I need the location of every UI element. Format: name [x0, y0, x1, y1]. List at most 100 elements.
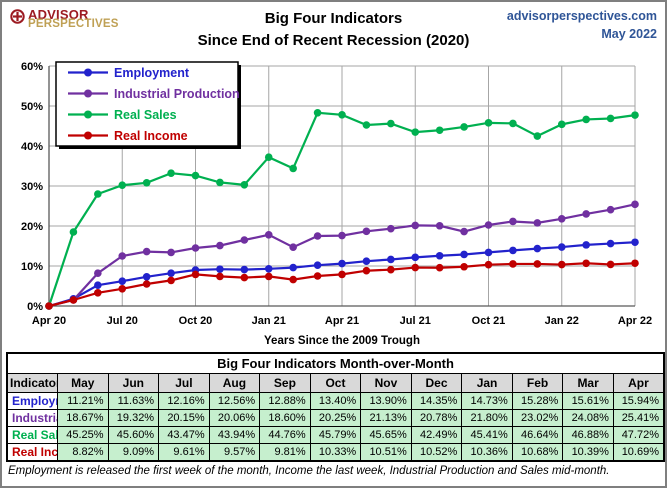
- data-point: [484, 248, 493, 257]
- value-cell: 23.02%: [511, 409, 564, 427]
- value-cell: 10.39%: [562, 443, 614, 462]
- data-point: [509, 260, 517, 268]
- value-cell: 14.35%: [410, 392, 463, 410]
- column-header-jan: Jan: [461, 373, 513, 393]
- data-point: [142, 179, 151, 187]
- data-point: [94, 281, 102, 289]
- x-tick-label: Apr 21: [325, 315, 359, 327]
- data-point: [240, 181, 249, 189]
- data-point: [216, 178, 224, 187]
- table-row: Real Sales45.25%45.60%43.47%43.94%44.76%…: [6, 426, 665, 444]
- data-point: [94, 289, 102, 297]
- column-header-mar: Mar: [562, 373, 614, 393]
- data-point: [411, 221, 420, 230]
- legend-label-real-sales: Real Sales: [114, 108, 177, 122]
- data-point: [191, 171, 200, 180]
- value-cell: 10.51%: [360, 443, 412, 462]
- data-point: [313, 261, 322, 269]
- data-point: [484, 119, 493, 127]
- data-point: [484, 260, 493, 269]
- site-url: advisorperspectives.com: [506, 9, 657, 23]
- value-cell: 13.90%: [360, 392, 412, 410]
- column-header-dec: Dec: [410, 373, 463, 393]
- chart-axes: [48, 66, 635, 307]
- line-chart: 0% 10% 20% 30% 40% 50% 60% Apr 20 Jul 20 Oct 20 Ja…: [21, 61, 652, 347]
- y-tick-label: 50%: [21, 101, 43, 113]
- data-point: [606, 239, 615, 248]
- value-cell: 11.63%: [107, 392, 160, 410]
- data-point: [387, 119, 395, 128]
- value-cell: 10.33%: [309, 443, 362, 462]
- indicator-label: Industrial Production: [6, 409, 59, 427]
- value-cell: 45.60%: [107, 426, 160, 444]
- data-point: [45, 302, 53, 310]
- release-schedule-footnote: Employment is released the first week of…: [8, 465, 610, 477]
- data-point: [313, 109, 322, 117]
- value-cell: 42.49%: [410, 426, 463, 444]
- data-point: [582, 259, 590, 268]
- value-cell: 46.88%: [562, 426, 614, 444]
- data-point: [94, 190, 102, 198]
- data-point: [289, 263, 297, 272]
- data-point: [435, 126, 444, 135]
- data-point: [338, 270, 346, 279]
- data-point: [240, 236, 249, 244]
- data-point: [167, 276, 175, 285]
- value-cell: 25.41%: [612, 409, 665, 427]
- x-tick-label: Oct 20: [179, 315, 213, 327]
- value-cell: 11.21%: [57, 392, 109, 410]
- data-point: [582, 115, 590, 124]
- value-cell: 45.25%: [57, 426, 109, 444]
- legend-label-employment: Employment: [114, 66, 190, 80]
- data-point: [533, 132, 542, 140]
- data-point: [313, 232, 322, 240]
- data-point: [460, 250, 468, 259]
- value-cell: 9.61%: [158, 443, 210, 462]
- data-point: [142, 273, 151, 281]
- value-cell: 15.28%: [511, 392, 564, 410]
- data-point: [411, 253, 420, 262]
- data-point: [338, 231, 346, 240]
- x-tick-label: Jan 22: [545, 315, 579, 327]
- value-cell: 12.16%: [158, 392, 210, 410]
- data-point: [460, 262, 468, 271]
- data-point: [362, 257, 371, 265]
- logo-crosshair-icon: [10, 9, 25, 24]
- data-point: [435, 263, 444, 272]
- data-point: [557, 120, 566, 129]
- legend-label-real-income: Real Income: [114, 129, 188, 143]
- value-cell: 45.41%: [461, 426, 513, 444]
- data-point: [435, 251, 444, 260]
- value-cell: 8.82%: [57, 443, 109, 462]
- data-point: [411, 263, 420, 272]
- logo-text-perspectives: PERSPECTIVES: [28, 18, 119, 30]
- data-point: [69, 228, 78, 236]
- x-tick-label: Jul 20: [107, 315, 138, 327]
- data-point: [191, 244, 200, 252]
- data-point: [338, 111, 346, 119]
- indicator-label: Real Income: [6, 443, 59, 462]
- value-cell: 10.36%: [461, 443, 513, 462]
- data-point: [313, 272, 322, 280]
- value-cell: 9.57%: [208, 443, 261, 462]
- table-title: Big Four Indicators Month-over-Month: [6, 352, 665, 374]
- data-point: [191, 270, 200, 279]
- y-tick-label: 30%: [21, 181, 43, 193]
- column-header-indicator: Indicator: [6, 373, 59, 393]
- data-point: [118, 277, 127, 285]
- data-point: [631, 259, 639, 268]
- data-point: [484, 221, 493, 229]
- data-point: [240, 265, 249, 274]
- data-point: [435, 221, 444, 230]
- y-tick-label: 60%: [21, 61, 43, 73]
- value-cell: 24.08%: [562, 409, 614, 427]
- table-row: Employment11.21%11.63%12.16%12.56%12.88%…: [6, 392, 665, 410]
- data-point: [606, 205, 615, 214]
- data-point: [167, 248, 175, 257]
- data-point: [289, 275, 297, 284]
- y-tick-label: 0%: [27, 301, 43, 313]
- data-point: [557, 243, 566, 251]
- data-point: [362, 121, 371, 129]
- data-point: [69, 296, 78, 304]
- data-point: [264, 231, 273, 239]
